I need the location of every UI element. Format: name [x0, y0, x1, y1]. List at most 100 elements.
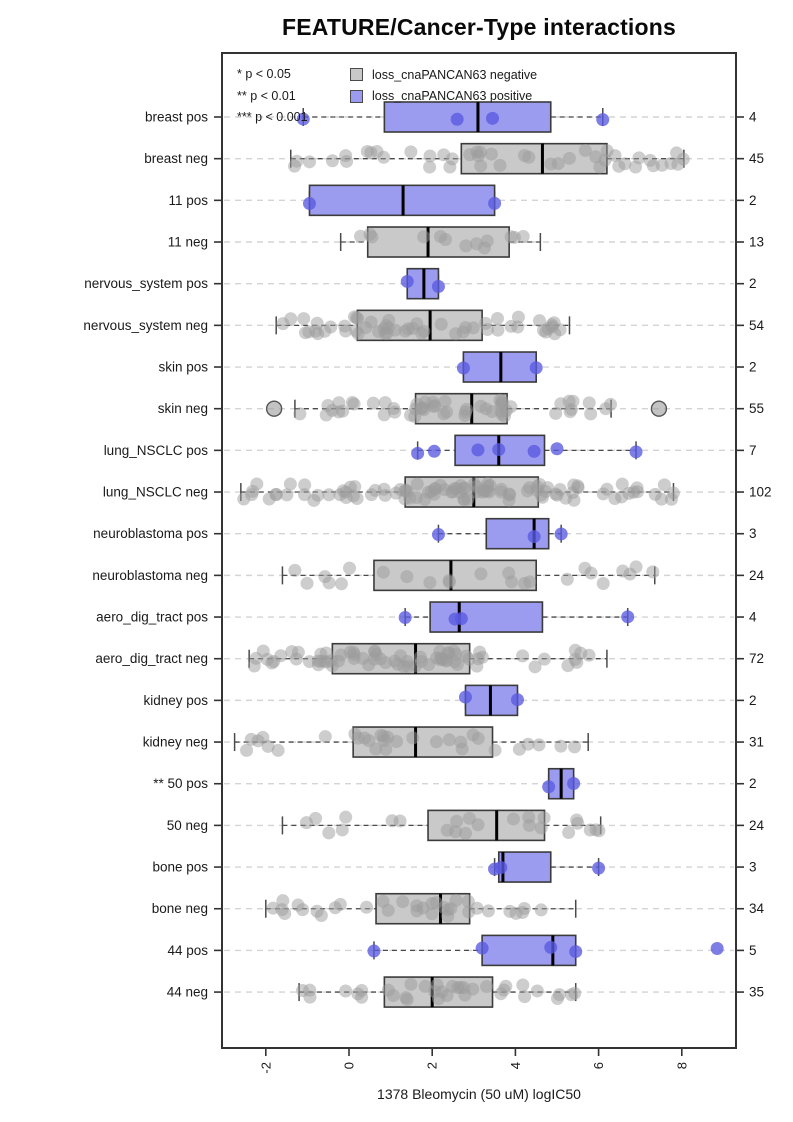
- data-point: [474, 159, 488, 173]
- positive-swatch-icon: [350, 89, 363, 103]
- data-point: [413, 650, 427, 664]
- data-point: [345, 396, 359, 410]
- data-point: [502, 566, 516, 580]
- data-point: [391, 657, 405, 671]
- data-point: [488, 196, 502, 210]
- data-point: [551, 157, 565, 171]
- x-axis-title: 1378 Bleomycin (50 uM) logIC50: [377, 1086, 581, 1102]
- data-point: [522, 810, 536, 824]
- data-point: [511, 320, 525, 334]
- legend-item-positive: loss_cnaPANCAN63 positive: [350, 86, 537, 108]
- data-point: [437, 900, 451, 914]
- data-point: [354, 229, 368, 243]
- data-point: [377, 733, 391, 747]
- data-point: [339, 324, 353, 338]
- data-point: [401, 659, 415, 673]
- data-point: [328, 901, 342, 915]
- data-point: [471, 731, 485, 745]
- boxplot-row-nervous-system-neg: nervous_system neg 54: [83, 309, 765, 342]
- data-point: [488, 743, 502, 757]
- data-point: [449, 893, 463, 907]
- data-point: [440, 405, 454, 419]
- data-point: [541, 322, 555, 336]
- data-point: [284, 312, 298, 326]
- data-point: [298, 478, 312, 492]
- data-point: [569, 945, 583, 959]
- boxplot-row-neuroblastoma-neg: neuroblastoma neg 24: [92, 559, 765, 592]
- data-point: [608, 492, 622, 506]
- boxplot-row--50-pos: ** 50 pos 2: [153, 767, 757, 800]
- data-point: [470, 659, 484, 673]
- data-point: [445, 152, 459, 166]
- row-label: 50 neg: [167, 818, 208, 833]
- data-point: [459, 826, 473, 840]
- data-point: [410, 477, 424, 491]
- row-label: 44 pos: [167, 943, 208, 958]
- x-tick-label: -2: [258, 1062, 273, 1074]
- data-point: [571, 479, 585, 493]
- data-point: [454, 612, 468, 626]
- data-point: [429, 735, 443, 749]
- data-point: [431, 528, 445, 542]
- row-count: 13: [749, 235, 764, 250]
- row-label: lung_NSCLC pos: [104, 443, 209, 458]
- data-point: [400, 484, 414, 498]
- boxplot-row-breast-neg: breast neg 45: [144, 142, 764, 175]
- data-point: [480, 980, 494, 994]
- data-point: [298, 326, 312, 340]
- data-point: [400, 993, 414, 1007]
- data-point: [351, 327, 365, 341]
- data-point: [499, 979, 513, 993]
- data-point: [442, 733, 456, 747]
- data-point: [325, 154, 339, 168]
- boxplot-row-aero-dig-tract-neg: aero_dig_tract neg 72: [95, 642, 764, 675]
- data-point: [340, 154, 354, 168]
- row-count: 2: [749, 776, 757, 791]
- data-point: [568, 652, 582, 666]
- data-point: [303, 983, 317, 997]
- data-point: [244, 732, 258, 746]
- boxplot-row-breast-pos: breast pos 4: [145, 101, 757, 133]
- row-label: breast pos: [145, 110, 208, 125]
- box: [383, 101, 552, 133]
- data-point: [582, 396, 596, 410]
- data-point: [492, 443, 506, 457]
- data-point: [461, 492, 475, 506]
- data-point: [324, 654, 338, 668]
- data-point: [351, 731, 365, 745]
- legend-label: loss_cnaPANCAN63 positive: [372, 89, 533, 104]
- data-point: [368, 483, 382, 497]
- data-point: [567, 776, 581, 790]
- row-count: 34: [749, 901, 765, 916]
- series-legend: loss_cnaPANCAN63 negative loss_cnaPANCAN…: [350, 64, 537, 107]
- row-label: kidney neg: [143, 735, 208, 750]
- data-point: [360, 900, 374, 914]
- significance-legend-item: * p < 0.05: [237, 67, 291, 81]
- data-point: [400, 570, 414, 584]
- outlier-point: [650, 400, 668, 417]
- data-point: [240, 743, 254, 757]
- row-count: 5: [749, 943, 757, 958]
- data-point: [648, 487, 662, 501]
- data-point: [381, 903, 395, 917]
- data-point: [459, 649, 473, 663]
- data-point: [404, 145, 418, 159]
- data-point: [604, 397, 618, 411]
- data-point: [347, 651, 361, 665]
- data-point: [461, 894, 475, 908]
- data-point: [460, 402, 474, 416]
- x-tick-label: 8: [674, 1062, 689, 1069]
- data-point: [518, 148, 532, 162]
- row-label: nervous_system pos: [84, 276, 208, 291]
- data-point: [537, 652, 551, 666]
- row-label: ** 50 pos: [153, 776, 208, 791]
- data-point: [516, 649, 530, 663]
- data-point: [410, 397, 424, 411]
- data-point: [532, 738, 546, 752]
- data-point: [466, 982, 480, 996]
- data-point: [615, 477, 629, 491]
- data-point: [314, 647, 328, 661]
- data-point: [246, 484, 260, 498]
- data-point: [506, 812, 520, 826]
- row-label: bone neg: [152, 901, 208, 916]
